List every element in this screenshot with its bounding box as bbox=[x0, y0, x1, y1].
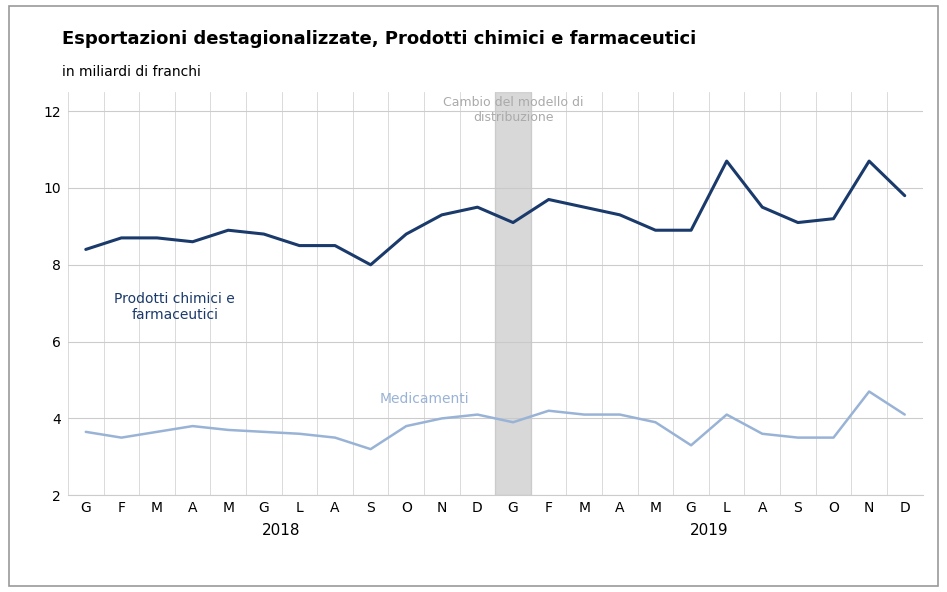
Text: Prodotti chimici e
farmaceutici: Prodotti chimici e farmaceutici bbox=[115, 292, 235, 322]
Text: Medicamenti: Medicamenti bbox=[379, 391, 469, 406]
Text: 2018: 2018 bbox=[262, 523, 301, 538]
Text: in miliardi di franchi: in miliardi di franchi bbox=[62, 65, 201, 79]
Text: Esportazioni destagionalizzate, Prodotti chimici e farmaceutici: Esportazioni destagionalizzate, Prodotti… bbox=[62, 30, 696, 47]
Text: Cambio del modello di
distribuzione: Cambio del modello di distribuzione bbox=[443, 96, 583, 124]
Bar bbox=[495, 92, 531, 496]
Text: 2019: 2019 bbox=[689, 523, 728, 538]
